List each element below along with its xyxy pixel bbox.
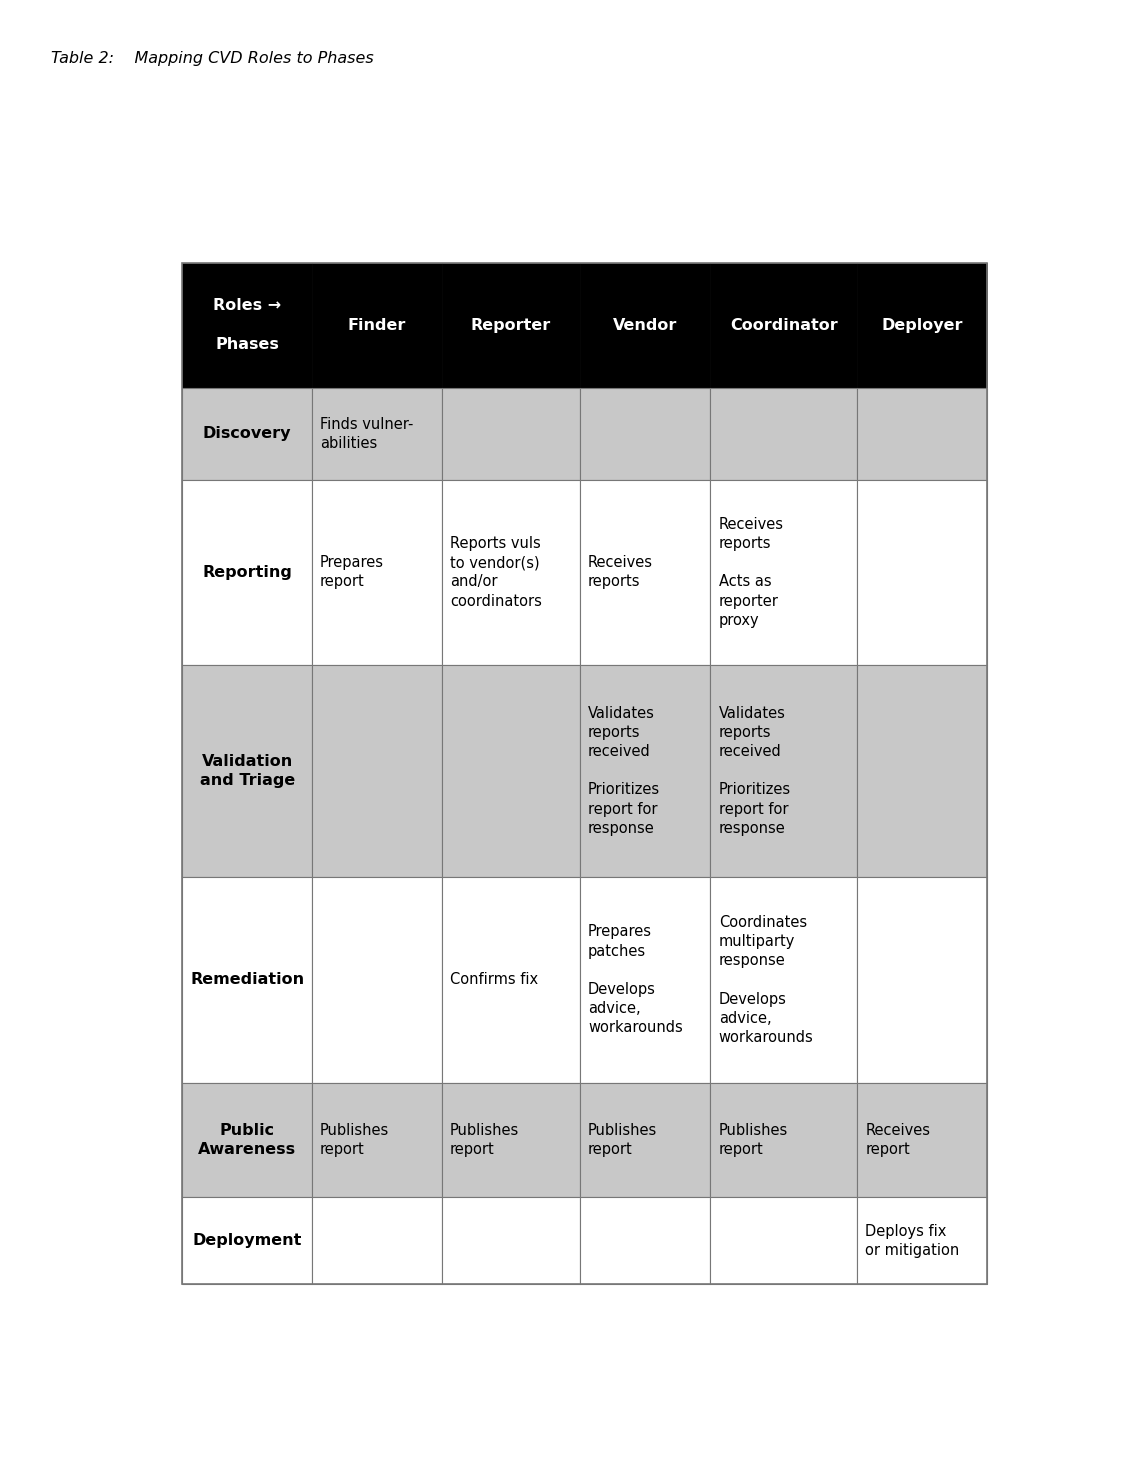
Text: Publishes
report: Publishes report — [719, 1124, 788, 1158]
Text: Reporter: Reporter — [471, 318, 551, 332]
Bar — [710, 1197, 858, 1284]
Text: Confirms fix: Confirms fix — [450, 972, 539, 987]
Bar — [183, 877, 311, 1083]
Bar — [311, 1083, 442, 1197]
Bar — [442, 1083, 581, 1197]
Text: Prepares
patches

Develops
advice,
workarounds: Prepares patches Develops advice, workar… — [588, 924, 682, 1036]
Text: Deployer: Deployer — [882, 318, 963, 332]
Text: Table 2:    Mapping CVD Roles to Phases: Table 2: Mapping CVD Roles to Phases — [51, 51, 374, 66]
Bar — [183, 387, 311, 480]
Text: Publishes
report: Publishes report — [450, 1124, 519, 1158]
Text: Receives
reports: Receives reports — [588, 555, 653, 590]
Text: Roles →

Phases: Roles → Phases — [213, 299, 282, 352]
Text: Public
Awareness: Public Awareness — [199, 1124, 297, 1158]
Bar — [710, 1083, 858, 1197]
Bar — [581, 263, 710, 387]
Bar — [183, 1083, 311, 1197]
Bar — [710, 263, 858, 387]
Bar — [442, 480, 581, 665]
Bar — [442, 665, 581, 877]
Bar — [311, 1197, 442, 1284]
Text: Publishes
report: Publishes report — [588, 1124, 657, 1158]
Text: Finder: Finder — [348, 318, 406, 332]
Text: Validates
reports
received

Prioritizes
report for
response: Validates reports received Prioritizes r… — [588, 706, 661, 836]
Text: Deploys fix
or mitigation: Deploys fix or mitigation — [865, 1224, 960, 1258]
Bar — [858, 387, 987, 480]
Bar — [581, 387, 710, 480]
Bar — [581, 1197, 710, 1284]
Text: Coordinator: Coordinator — [730, 318, 837, 332]
Text: Receives
reports

Acts as
reporter
proxy: Receives reports Acts as reporter proxy — [719, 516, 784, 628]
Text: Discovery: Discovery — [203, 427, 291, 441]
Bar — [183, 263, 311, 387]
Bar — [581, 1083, 710, 1197]
Bar — [858, 665, 987, 877]
Text: Vendor: Vendor — [613, 318, 678, 332]
Bar — [311, 877, 442, 1083]
Bar — [858, 877, 987, 1083]
Text: Validation
and Triage: Validation and Triage — [200, 753, 294, 788]
Text: Prepares
report: Prepares report — [319, 555, 383, 590]
Text: Publishes
report: Publishes report — [319, 1124, 389, 1158]
Text: Reports vuls
to vendor(s)
and/or
coordinators: Reports vuls to vendor(s) and/or coordin… — [450, 535, 542, 609]
Bar — [710, 877, 858, 1083]
Bar — [311, 263, 442, 387]
Text: Receives
report: Receives report — [865, 1124, 930, 1158]
Bar — [710, 480, 858, 665]
Bar — [710, 665, 858, 877]
Bar — [442, 387, 581, 480]
Text: Deployment: Deployment — [193, 1233, 302, 1249]
Bar — [183, 480, 311, 665]
Text: Coordinates
multiparty
response

Develops
advice,
workarounds: Coordinates multiparty response Develops… — [719, 915, 814, 1044]
Bar — [442, 1197, 581, 1284]
Bar — [183, 665, 311, 877]
Bar — [183, 1197, 311, 1284]
Bar — [442, 263, 581, 387]
Bar — [710, 387, 858, 480]
Bar — [311, 387, 442, 480]
Text: Finds vulner-
abilities: Finds vulner- abilities — [319, 416, 413, 452]
Bar — [581, 665, 710, 877]
Text: Remediation: Remediation — [191, 972, 305, 987]
Text: Validates
reports
received

Prioritizes
report for
response: Validates reports received Prioritizes r… — [719, 706, 791, 836]
Bar — [858, 1197, 987, 1284]
Bar — [858, 1083, 987, 1197]
Text: Reporting: Reporting — [202, 565, 292, 580]
Bar — [311, 480, 442, 665]
Bar — [442, 877, 581, 1083]
Bar — [858, 480, 987, 665]
Bar — [311, 665, 442, 877]
Bar — [581, 877, 710, 1083]
Bar — [858, 263, 987, 387]
Bar — [581, 480, 710, 665]
